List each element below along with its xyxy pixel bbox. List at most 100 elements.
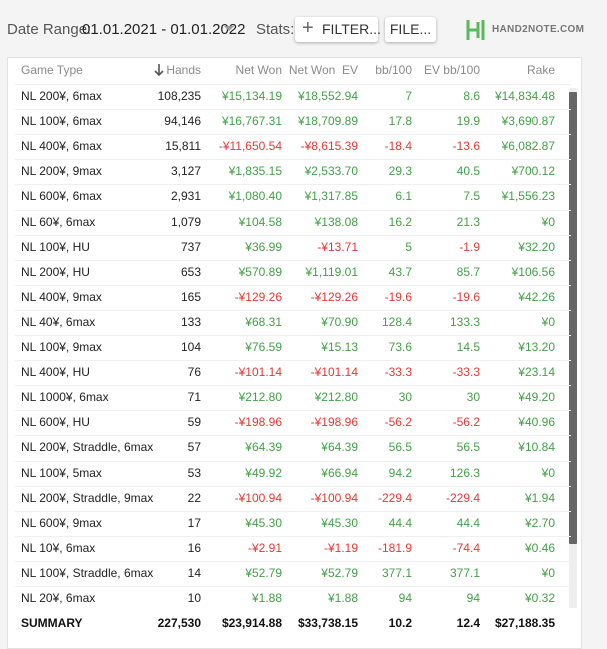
table-cell: ¥45.30 bbox=[321, 515, 358, 530]
table-cell: -¥198.96 bbox=[310, 415, 358, 430]
table-cell: -19.6 bbox=[384, 289, 412, 304]
table-cell: ¥212.80 bbox=[238, 390, 282, 405]
column-header[interactable]: Net Won EV bbox=[288, 63, 358, 77]
file-button-label: FILE... bbox=[389, 21, 432, 37]
table-cell: ¥106.56 bbox=[511, 264, 555, 279]
summary-cell: $33,738.15 bbox=[297, 616, 358, 630]
summary-cell: 12.4 bbox=[456, 616, 480, 630]
stats-label: Stats: bbox=[256, 21, 295, 38]
column-header[interactable]: Rake bbox=[526, 63, 555, 77]
table-cell: -56.2 bbox=[452, 415, 480, 430]
summary-cell: 10.2 bbox=[388, 616, 412, 630]
table-cell: ¥6,082.87 bbox=[501, 139, 555, 154]
row-divider bbox=[15, 159, 571, 161]
column-header[interactable]: EV bb/100 bbox=[423, 63, 480, 77]
column-header[interactable]: Net Won bbox=[235, 63, 282, 77]
table-cell: ¥52.79 bbox=[245, 565, 282, 580]
file-button[interactable]: FILE... bbox=[385, 17, 436, 42]
summary-cell: 227,530 bbox=[157, 616, 201, 630]
table-cell: ¥1.88 bbox=[251, 591, 282, 605]
table-cell: 71 bbox=[187, 390, 201, 405]
table-cell: 133 bbox=[180, 314, 201, 329]
table-cell: ¥23.14 bbox=[518, 365, 555, 380]
table-cell: 15,811 bbox=[165, 139, 201, 154]
table-cell: -¥129.26 bbox=[310, 289, 358, 304]
table-cell: 94.2 bbox=[388, 465, 412, 480]
table-cell: ¥3,690.87 bbox=[501, 114, 555, 129]
table-cell: ¥76.59 bbox=[245, 340, 282, 354]
table-cell: ¥138.08 bbox=[314, 214, 358, 229]
table-cell: ¥1,317.85 bbox=[304, 189, 358, 204]
date-range[interactable]: 01.01.2021 - 01.01.2022 bbox=[82, 21, 246, 38]
dropdown-caret[interactable] bbox=[224, 26, 234, 32]
table-cell: -1.9 bbox=[459, 239, 480, 254]
table-cell: ¥1.88 bbox=[327, 591, 358, 605]
table-cell: NL 20¥, 6max bbox=[21, 591, 96, 605]
row-divider bbox=[15, 109, 571, 111]
table-panel bbox=[7, 57, 582, 649]
date-range-label: Date Range: bbox=[7, 21, 92, 38]
table-cell: 94 bbox=[466, 591, 480, 605]
row-divider bbox=[15, 410, 571, 412]
table-cell: NL 1000¥, 6max bbox=[21, 390, 109, 405]
table-cell: 377.1 bbox=[381, 565, 412, 580]
table-cell: NL 10¥, 6max bbox=[21, 540, 96, 555]
filter-button[interactable]: + FILTER... bbox=[295, 17, 381, 42]
table-cell: NL 100¥, 9max bbox=[21, 340, 102, 354]
table-cell: ¥1,556.23 bbox=[501, 189, 555, 204]
table-cell: ¥42.26 bbox=[518, 289, 555, 304]
row-divider bbox=[15, 184, 571, 186]
row-divider bbox=[15, 134, 571, 136]
table-cell: ¥70.90 bbox=[321, 314, 358, 329]
table-cell: -¥101.14 bbox=[234, 365, 282, 380]
table-cell: 108,235 bbox=[157, 89, 201, 103]
table-cell: -¥2.91 bbox=[247, 540, 282, 555]
table-cell: -33.3 bbox=[384, 365, 412, 380]
table-cell: 94 bbox=[398, 591, 412, 605]
table-cell: ¥18,709.89 bbox=[297, 114, 358, 129]
table-cell: 44.4 bbox=[388, 515, 412, 530]
row-divider bbox=[15, 259, 571, 261]
table-cell: ¥10.84 bbox=[518, 440, 555, 455]
table-cell: 56.5 bbox=[456, 440, 480, 455]
table-cell: 16.2 bbox=[388, 214, 412, 229]
table-cell: ¥40.96 bbox=[518, 415, 555, 430]
column-header[interactable]: Game Type bbox=[21, 63, 83, 77]
row-divider bbox=[15, 284, 571, 286]
table-cell: ¥0 bbox=[541, 214, 555, 229]
table-cell: NL 100¥, Straddle, 6max bbox=[21, 565, 154, 580]
table-cell: -¥101.14 bbox=[310, 365, 358, 380]
row-divider bbox=[15, 309, 571, 311]
table-cell: ¥0 bbox=[541, 565, 555, 580]
table-cell: 3,127 bbox=[170, 164, 201, 179]
table-cell: -19.6 bbox=[452, 289, 480, 304]
table-cell: NL 200¥, HU bbox=[21, 264, 90, 279]
table-cell: ¥49.92 bbox=[245, 465, 282, 480]
table-cell: ¥13.20 bbox=[518, 340, 555, 354]
table-cell: 43.7 bbox=[388, 264, 412, 279]
sort-arrow[interactable] bbox=[154, 64, 164, 76]
table-cell: ¥104.58 bbox=[238, 214, 282, 229]
row-divider bbox=[15, 84, 571, 85]
table-cell: -¥11,650.54 bbox=[218, 139, 282, 154]
table-cell: 73.6 bbox=[388, 340, 412, 354]
table-cell: 8.6 bbox=[463, 89, 480, 103]
table-cell: 21.3 bbox=[456, 214, 480, 229]
table-cell: -13.6 bbox=[452, 139, 480, 154]
column-header[interactable]: bb/100 bbox=[375, 63, 412, 77]
table-cell: -¥1.19 bbox=[323, 540, 358, 555]
table-cell: 53 bbox=[187, 465, 201, 480]
table-cell: ¥0 bbox=[541, 465, 555, 480]
table-cell: NL 60¥, 6max bbox=[21, 214, 96, 229]
scrollbar-thumb[interactable] bbox=[569, 92, 577, 544]
table-cell: ¥64.39 bbox=[321, 440, 358, 455]
row-divider bbox=[15, 435, 571, 437]
row-divider bbox=[15, 586, 571, 587]
table-cell: NL 200¥, Straddle, 6max bbox=[21, 440, 154, 455]
column-header[interactable]: Hands bbox=[166, 63, 201, 77]
filter-button-label: FILTER... bbox=[322, 21, 381, 37]
summary-cell: $23,914.88 bbox=[221, 616, 282, 630]
table-cell: -33.3 bbox=[452, 365, 480, 380]
table-cell: 17.8 bbox=[388, 114, 412, 129]
table-cell: -56.2 bbox=[384, 415, 412, 430]
